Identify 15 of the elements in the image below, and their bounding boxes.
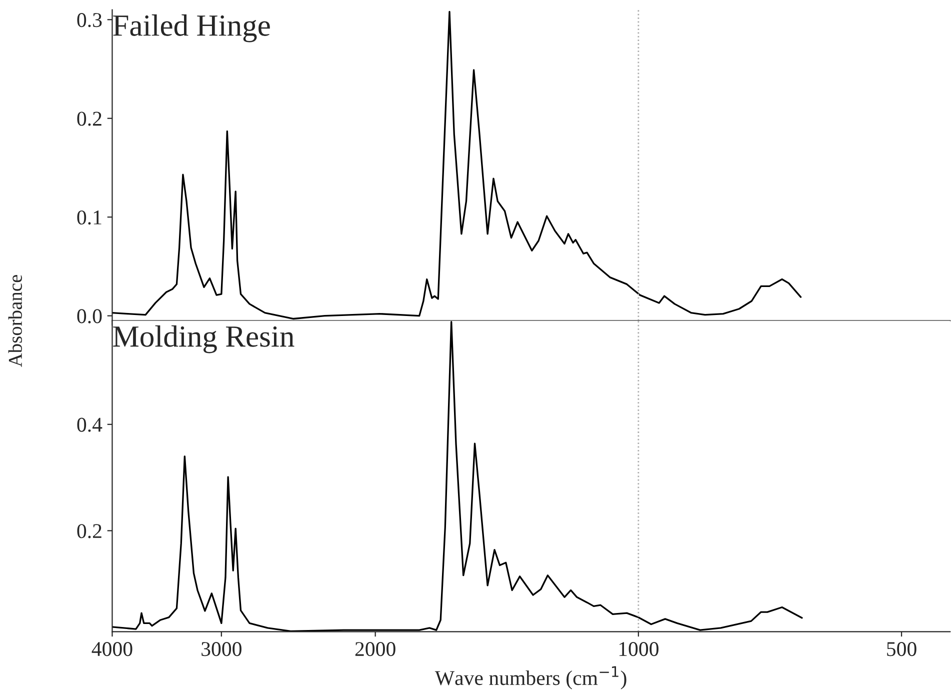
y-tick-label: 0.1 (77, 210, 102, 225)
x-tick-label: 4000 (92, 642, 132, 656)
x-axis-title: Wave numbers (cm$^{−1}$) (434, 666, 626, 690)
y-tick-label: 0.4 (77, 418, 102, 432)
y-tick-label: 0.0 (77, 309, 102, 324)
x-tick-label: 3000 (202, 642, 242, 656)
chart-title: Failed Hinge (113, 14, 270, 42)
x-tick-label: 1000 (619, 642, 658, 656)
y-tick-label: 0.2 (77, 524, 102, 538)
x-tick-label: 500 (887, 642, 916, 656)
y-tick-label: 0.2 (77, 112, 102, 126)
x-tick-label: 2000 (355, 642, 396, 656)
y-axis-title: Absorbance (8, 274, 22, 367)
chart-title: Molding Resin (113, 325, 294, 354)
y-tick-label: 0.3 (77, 13, 102, 28)
